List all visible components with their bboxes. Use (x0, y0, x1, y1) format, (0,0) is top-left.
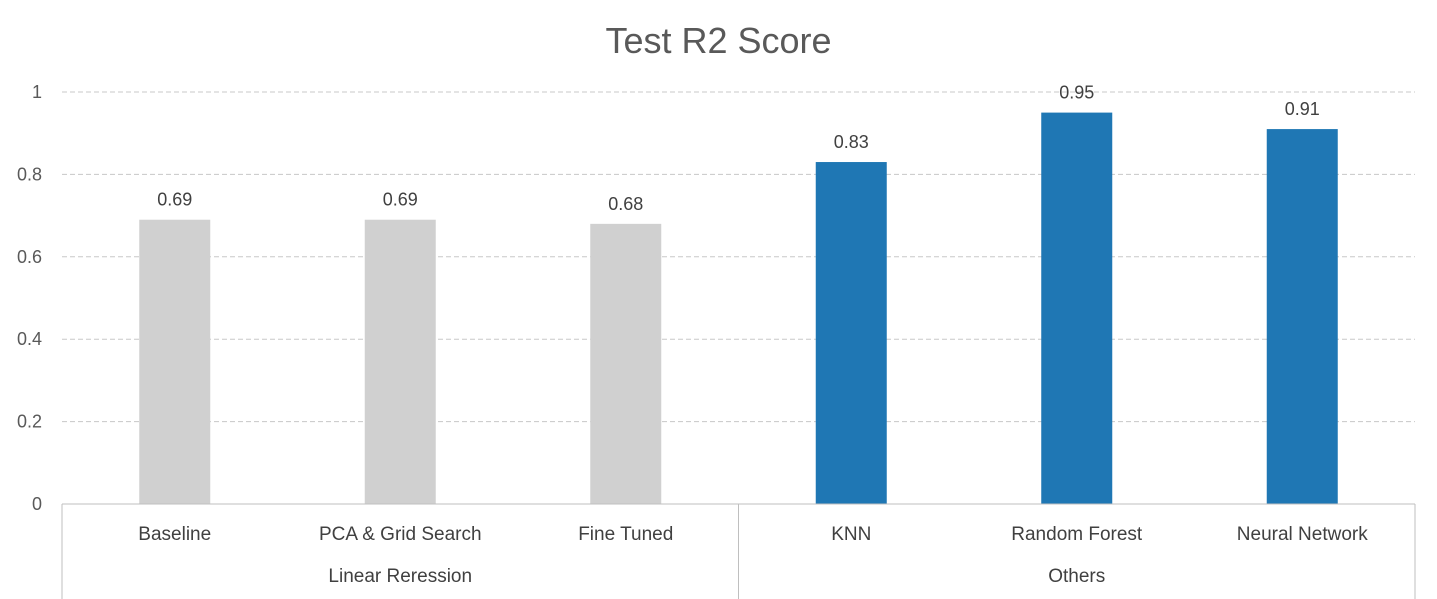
axes: 0 0.2 0.4 0.6 0.8 1 Baseline PCA & Grid Search F… (17, 82, 1416, 599)
data-labels: 0.69 0.69 0.68 0.83 0.95 0.91 (157, 83, 1320, 214)
bar (139, 219, 211, 504)
data-label: 0.69 (383, 190, 418, 210)
data-label: 0.95 (1059, 83, 1094, 103)
data-label: 0.68 (608, 194, 643, 214)
bars (139, 112, 1338, 505)
x-tick-label: KNN (831, 524, 871, 545)
y-tick-label: 0.6 (17, 247, 42, 267)
x-tick-label: Neural Network (1237, 524, 1368, 545)
group-label: Linear Reression (328, 566, 472, 587)
data-label: 0.69 (157, 190, 192, 210)
x-tick-label: Random Forest (1011, 524, 1143, 545)
group-label: Others (1048, 566, 1105, 587)
x-tick-label: Baseline (138, 524, 211, 545)
y-tick-label: 1 (32, 82, 42, 102)
x-tick-label: Fine Tuned (578, 524, 673, 545)
gridlines (62, 91, 1415, 423)
y-tick-label: 0.8 (17, 164, 42, 184)
bar (815, 162, 887, 505)
data-label: 0.91 (1285, 99, 1320, 119)
bar (1266, 129, 1338, 504)
bar (590, 223, 662, 504)
bar (1041, 112, 1113, 504)
bar (364, 219, 436, 504)
x-tick-label: PCA & Grid Search (319, 524, 482, 545)
y-tick-label: 0 (32, 494, 42, 514)
y-tick-label: 0.4 (17, 329, 42, 349)
data-label: 0.83 (834, 132, 869, 152)
y-tick-label: 0.2 (17, 412, 42, 432)
chart-title: Test R2 Score (605, 20, 832, 61)
